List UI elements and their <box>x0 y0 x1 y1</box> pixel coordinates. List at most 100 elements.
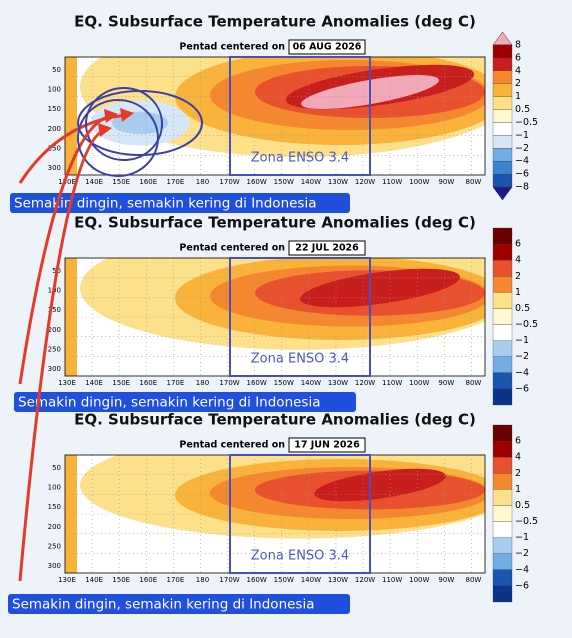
colorbar-label: −4 <box>515 156 529 167</box>
x-tick-label: 150E <box>112 576 130 584</box>
x-tick-label: 170E <box>166 379 184 387</box>
colorbar-label: 4 <box>515 452 521 463</box>
x-tick-label: 80W <box>466 379 482 387</box>
x-tick-label: 170W <box>219 576 239 584</box>
colorbar-label: −4 <box>515 564 529 575</box>
zone-label: Zona ENSO 3.4 <box>251 151 349 166</box>
colorbar-label: −2 <box>515 351 529 362</box>
x-tick-label: 120W <box>355 576 375 584</box>
caption-box <box>8 594 350 614</box>
plot-area <box>65 455 485 573</box>
x-tick-label: 160W <box>247 379 267 387</box>
colorbar-box <box>492 122 513 136</box>
y-tick-label: 150 <box>48 105 61 113</box>
plot-area <box>65 258 485 376</box>
arrow-head <box>120 108 134 122</box>
x-tick-label: 100W <box>409 576 429 584</box>
y-tick-label: 100 <box>48 484 61 492</box>
y-tick-label: 50 <box>52 464 61 472</box>
x-tick-label: 80W <box>466 576 482 584</box>
warm-west <box>65 455 77 573</box>
arrow <box>18 114 113 385</box>
colorbar-box <box>492 227 513 245</box>
colorbar-box <box>492 457 513 474</box>
arrow-head <box>104 109 118 123</box>
colorbar-box <box>492 161 513 175</box>
colorbar-box <box>492 70 513 84</box>
x-tick-label: 110W <box>382 379 402 387</box>
arrow-head <box>98 123 112 137</box>
x-tick-label: 100W <box>409 379 429 387</box>
date-box <box>288 39 366 55</box>
x-tick-label: 150E <box>112 178 130 186</box>
x-tick-label: 140W <box>301 379 321 387</box>
colorbar-box <box>492 83 513 97</box>
colorbar-box <box>492 372 513 390</box>
y-tick-label: 150 <box>48 503 61 511</box>
panel-title: EQ. Subsurface Temperature Anomalies (de… <box>74 214 476 232</box>
colorbar-arrow <box>492 186 513 201</box>
subtitle: Pentad centered on <box>179 440 285 451</box>
colorbar-label: 0.5 <box>515 500 530 511</box>
colorbar-label: −6 <box>515 580 529 591</box>
y-tick-label: 300 <box>48 562 61 570</box>
colorbar-label: −4 <box>515 367 529 378</box>
x-tick-label: 180 <box>196 379 209 387</box>
colorbar-box <box>492 440 513 458</box>
colorbar-label: 0.5 <box>515 104 530 115</box>
colorbar-box <box>492 109 513 123</box>
colorbar-box <box>492 96 513 110</box>
x-tick-label: 130W <box>328 379 348 387</box>
colorbar-label: −6 <box>515 383 529 394</box>
x-tick-label: 100W <box>409 178 429 186</box>
highlight-ellipse <box>85 87 163 161</box>
colorbar-arrow <box>492 31 513 46</box>
x-tick-label: 140W <box>301 576 321 584</box>
x-tick-label: 140E <box>85 576 103 584</box>
x-tick-label: 90W <box>438 379 454 387</box>
colorbar-box <box>492 324 513 341</box>
x-tick-label: 160E <box>139 379 157 387</box>
panel-title: EQ. Subsurface Temperature Anomalies (de… <box>74 411 476 429</box>
x-tick-label: 130E <box>58 576 76 584</box>
colorbar-box <box>492 292 513 309</box>
colorbar-box <box>492 537 513 554</box>
colorbar-box <box>492 388 513 406</box>
caption-box <box>14 392 356 412</box>
x-tick-label: 130E <box>58 178 76 186</box>
colorbar-label: 8 <box>515 39 521 50</box>
highlight-ellipse <box>77 99 159 177</box>
colorbar-box <box>492 340 513 357</box>
colorbar-label: −0.5 <box>515 516 538 527</box>
colorbar-box <box>492 356 513 373</box>
x-tick-label: 170W <box>219 178 239 186</box>
colorbar-label: 6 <box>515 239 521 250</box>
colorbar-label: 4 <box>515 65 521 76</box>
colorbar-box <box>492 424 513 442</box>
colorbar-label: 1 <box>515 484 521 495</box>
colorbar-box <box>492 57 513 71</box>
x-tick-label: 90W <box>438 576 454 584</box>
colorbar-box <box>492 276 513 293</box>
colorbar-box <box>492 569 513 587</box>
y-tick-label: 200 <box>48 523 61 531</box>
plot-area <box>65 57 485 175</box>
colorbar-label: −8 <box>515 182 529 193</box>
colorbar-label: 2 <box>515 78 521 89</box>
panel-title: EQ. Subsurface Temperature Anomalies (de… <box>74 13 476 31</box>
y-tick-label: 150 <box>48 306 61 314</box>
y-tick-label: 100 <box>48 86 61 94</box>
x-tick-label: 90W <box>438 178 454 186</box>
x-tick-label: 160W <box>247 178 267 186</box>
x-tick-label: 110W <box>382 178 402 186</box>
x-tick-label: 170E <box>166 576 184 584</box>
enso-zone <box>229 454 371 574</box>
date-box <box>288 240 366 256</box>
caption: Semakin dingin, semakin kering di Indone… <box>14 196 316 212</box>
x-tick-label: 180 <box>196 576 209 584</box>
subtitle: Pentad centered on <box>179 243 285 254</box>
enso-zone <box>229 56 371 176</box>
x-tick-label: 140E <box>85 178 103 186</box>
colorbar-label: −6 <box>515 169 529 180</box>
